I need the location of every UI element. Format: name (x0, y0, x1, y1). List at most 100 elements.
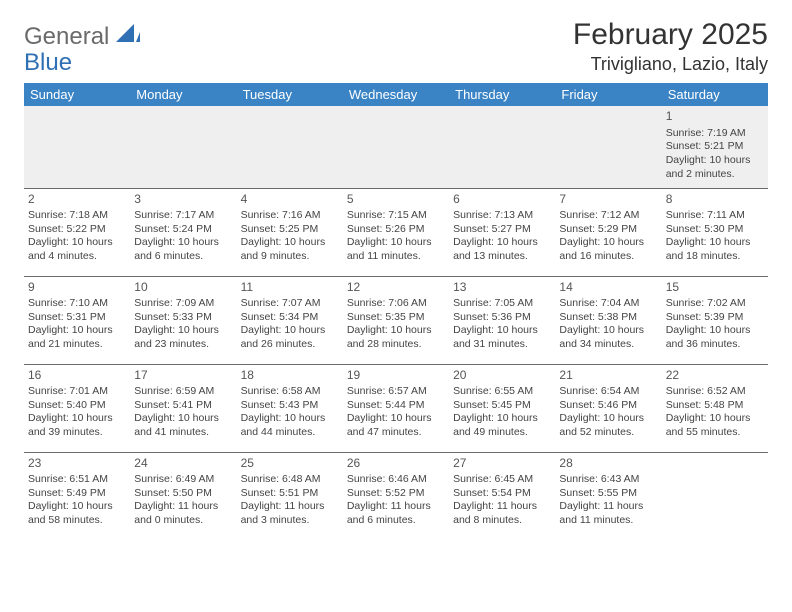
calendar-week: 2Sunrise: 7:18 AMSunset: 5:22 PMDaylight… (24, 188, 768, 276)
sunrise-line: Sunrise: 6:58 AM (241, 385, 339, 399)
sunset-line: Sunset: 5:26 PM (347, 223, 445, 237)
daylight-line: Daylight: 10 hours and 34 minutes. (559, 324, 657, 351)
sunrise-line: Sunrise: 7:09 AM (134, 297, 232, 311)
day-number: 27 (453, 456, 551, 472)
day-number: 19 (347, 368, 445, 384)
sunset-line: Sunset: 5:40 PM (28, 399, 126, 413)
sunset-line: Sunset: 5:48 PM (666, 399, 764, 413)
logo-word2: Blue (24, 49, 140, 77)
sunrise-line: Sunrise: 6:52 AM (666, 385, 764, 399)
calendar-day-cell (237, 106, 343, 188)
sunrise-line: Sunrise: 6:46 AM (347, 473, 445, 487)
daylight-line: Daylight: 11 hours and 6 minutes. (347, 500, 445, 527)
weekday-header: Friday (555, 83, 661, 106)
sunrise-line: Sunrise: 7:17 AM (134, 209, 232, 223)
daylight-line: Daylight: 10 hours and 13 minutes. (453, 236, 551, 263)
sunset-line: Sunset: 5:39 PM (666, 311, 764, 325)
location: Trivigliano, Lazio, Italy (573, 54, 768, 75)
sunset-line: Sunset: 5:30 PM (666, 223, 764, 237)
daylight-line: Daylight: 10 hours and 28 minutes. (347, 324, 445, 351)
daylight-line: Daylight: 10 hours and 36 minutes. (666, 324, 764, 351)
calendar-day-cell: 4Sunrise: 7:16 AMSunset: 5:25 PMDaylight… (237, 188, 343, 276)
sunset-line: Sunset: 5:46 PM (559, 399, 657, 413)
sunrise-line: Sunrise: 7:01 AM (28, 385, 126, 399)
sunset-line: Sunset: 5:22 PM (28, 223, 126, 237)
calendar-day-cell: 25Sunrise: 6:48 AMSunset: 5:51 PMDayligh… (237, 452, 343, 540)
calendar-day-cell: 20Sunrise: 6:55 AMSunset: 5:45 PMDayligh… (449, 364, 555, 452)
sunrise-line: Sunrise: 7:04 AM (559, 297, 657, 311)
day-number: 26 (347, 456, 445, 472)
sunrise-line: Sunrise: 7:19 AM (666, 127, 764, 141)
day-number: 6 (453, 192, 551, 208)
sunset-line: Sunset: 5:29 PM (559, 223, 657, 237)
calendar-page: General Blue February 2025 Trivigliano, … (0, 0, 792, 540)
daylight-line: Daylight: 10 hours and 4 minutes. (28, 236, 126, 263)
daylight-line: Daylight: 11 hours and 11 minutes. (559, 500, 657, 527)
day-number: 5 (347, 192, 445, 208)
sunset-line: Sunset: 5:24 PM (134, 223, 232, 237)
calendar-day-cell: 7Sunrise: 7:12 AMSunset: 5:29 PMDaylight… (555, 188, 661, 276)
calendar-day-cell: 16Sunrise: 7:01 AMSunset: 5:40 PMDayligh… (24, 364, 130, 452)
daylight-line: Daylight: 10 hours and 47 minutes. (347, 412, 445, 439)
calendar-header-row: SundayMondayTuesdayWednesdayThursdayFrid… (24, 83, 768, 106)
calendar-day-cell: 10Sunrise: 7:09 AMSunset: 5:33 PMDayligh… (130, 276, 236, 364)
sunrise-line: Sunrise: 7:18 AM (28, 209, 126, 223)
daylight-line: Daylight: 10 hours and 21 minutes. (28, 324, 126, 351)
sunset-line: Sunset: 5:35 PM (347, 311, 445, 325)
sunrise-line: Sunrise: 7:15 AM (347, 209, 445, 223)
day-number: 18 (241, 368, 339, 384)
sunrise-line: Sunrise: 6:43 AM (559, 473, 657, 487)
sunset-line: Sunset: 5:25 PM (241, 223, 339, 237)
daylight-line: Daylight: 10 hours and 23 minutes. (134, 324, 232, 351)
calendar-day-cell: 15Sunrise: 7:02 AMSunset: 5:39 PMDayligh… (662, 276, 768, 364)
calendar-day-cell: 22Sunrise: 6:52 AMSunset: 5:48 PMDayligh… (662, 364, 768, 452)
day-number: 12 (347, 280, 445, 296)
sunset-line: Sunset: 5:51 PM (241, 487, 339, 501)
calendar-day-cell: 28Sunrise: 6:43 AMSunset: 5:55 PMDayligh… (555, 452, 661, 540)
day-number: 10 (134, 280, 232, 296)
logo: General Blue (24, 24, 140, 77)
calendar-day-cell: 17Sunrise: 6:59 AMSunset: 5:41 PMDayligh… (130, 364, 236, 452)
sunset-line: Sunset: 5:41 PM (134, 399, 232, 413)
daylight-line: Daylight: 10 hours and 9 minutes. (241, 236, 339, 263)
day-number: 25 (241, 456, 339, 472)
sunset-line: Sunset: 5:31 PM (28, 311, 126, 325)
calendar-day-cell (555, 106, 661, 188)
daylight-line: Daylight: 11 hours and 3 minutes. (241, 500, 339, 527)
day-number: 1 (666, 109, 764, 125)
sunrise-line: Sunrise: 6:59 AM (134, 385, 232, 399)
sunrise-line: Sunrise: 7:05 AM (453, 297, 551, 311)
day-number: 28 (559, 456, 657, 472)
sunset-line: Sunset: 5:34 PM (241, 311, 339, 325)
daylight-line: Daylight: 10 hours and 16 minutes. (559, 236, 657, 263)
sunset-line: Sunset: 5:55 PM (559, 487, 657, 501)
calendar-day-cell: 3Sunrise: 7:17 AMSunset: 5:24 PMDaylight… (130, 188, 236, 276)
logo-word1: General (24, 23, 109, 50)
daylight-line: Daylight: 10 hours and 39 minutes. (28, 412, 126, 439)
sunset-line: Sunset: 5:52 PM (347, 487, 445, 501)
sunset-line: Sunset: 5:44 PM (347, 399, 445, 413)
calendar-day-cell: 21Sunrise: 6:54 AMSunset: 5:46 PMDayligh… (555, 364, 661, 452)
day-number: 7 (559, 192, 657, 208)
day-number: 22 (666, 368, 764, 384)
calendar-day-cell: 1Sunrise: 7:19 AMSunset: 5:21 PMDaylight… (662, 106, 768, 188)
calendar-day-cell (24, 106, 130, 188)
calendar-day-cell: 6Sunrise: 7:13 AMSunset: 5:27 PMDaylight… (449, 188, 555, 276)
calendar-day-cell: 23Sunrise: 6:51 AMSunset: 5:49 PMDayligh… (24, 452, 130, 540)
daylight-line: Daylight: 11 hours and 0 minutes. (134, 500, 232, 527)
daylight-line: Daylight: 10 hours and 11 minutes. (347, 236, 445, 263)
sunset-line: Sunset: 5:50 PM (134, 487, 232, 501)
weekday-header: Thursday (449, 83, 555, 106)
daylight-line: Daylight: 10 hours and 52 minutes. (559, 412, 657, 439)
sunset-line: Sunset: 5:43 PM (241, 399, 339, 413)
daylight-line: Daylight: 10 hours and 41 minutes. (134, 412, 232, 439)
calendar-day-cell: 2Sunrise: 7:18 AMSunset: 5:22 PMDaylight… (24, 188, 130, 276)
weekday-header: Sunday (24, 83, 130, 106)
header: General Blue February 2025 Trivigliano, … (24, 18, 768, 77)
daylight-line: Daylight: 10 hours and 44 minutes. (241, 412, 339, 439)
calendar-week: 16Sunrise: 7:01 AMSunset: 5:40 PMDayligh… (24, 364, 768, 452)
sunrise-line: Sunrise: 7:07 AM (241, 297, 339, 311)
sunset-line: Sunset: 5:54 PM (453, 487, 551, 501)
calendar-week: 9Sunrise: 7:10 AMSunset: 5:31 PMDaylight… (24, 276, 768, 364)
sunset-line: Sunset: 5:36 PM (453, 311, 551, 325)
